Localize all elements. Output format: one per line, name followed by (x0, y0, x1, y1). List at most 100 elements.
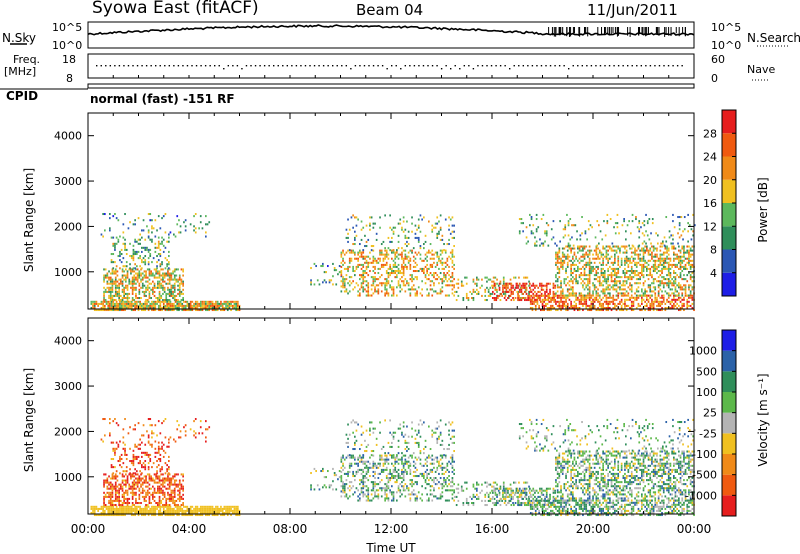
power-cell (662, 267, 665, 270)
power-cell (625, 230, 627, 233)
power-cell (649, 259, 652, 262)
power-cell (535, 244, 538, 247)
power-cell (682, 238, 684, 241)
power-cell (153, 284, 156, 287)
velocity-cell (140, 473, 142, 476)
velocity-cell (139, 509, 141, 512)
power-cell (152, 304, 155, 307)
power-cell (498, 294, 501, 297)
velocity-cell (125, 466, 128, 469)
power-cell (561, 290, 564, 293)
freq-dot (363, 65, 366, 67)
power-cell (602, 292, 604, 295)
velocity-cell (134, 468, 136, 471)
power-cell (565, 267, 567, 270)
power-cell (637, 257, 640, 260)
power-cell (582, 274, 584, 277)
power-cell (492, 297, 494, 300)
power-cell (384, 257, 386, 260)
power-cell (494, 286, 497, 289)
power-cell (138, 272, 141, 275)
freq-dot (100, 65, 102, 67)
power-cell (558, 272, 561, 275)
velocity-cell (103, 499, 105, 502)
power-cell (233, 300, 236, 303)
power-cell (654, 286, 657, 289)
power-cell (476, 282, 478, 285)
colorbar-tick-label: 28 (703, 127, 717, 140)
velocity-cell (118, 489, 120, 492)
power-cell (380, 274, 383, 277)
power-cell (669, 274, 672, 277)
power-cell (426, 294, 428, 297)
velocity-cell (150, 502, 152, 505)
power-cell (448, 255, 450, 258)
power-cell (560, 280, 562, 283)
power-cell (578, 247, 581, 250)
power-cell (629, 282, 631, 285)
power-cell (679, 261, 682, 264)
power-cell (619, 282, 621, 285)
power-cell (129, 304, 131, 307)
power-cell (145, 270, 147, 273)
velocity-cell (109, 504, 112, 507)
power-cell (590, 261, 593, 264)
power-cell (144, 248, 147, 251)
power-cell (627, 292, 630, 295)
power-cell (617, 292, 620, 295)
power-cell (123, 294, 125, 297)
power-cell (342, 263, 344, 266)
power-cell (556, 284, 559, 287)
power-cell (146, 284, 149, 287)
power-cell (630, 247, 633, 250)
velocity-cell (237, 512, 239, 515)
velocity-cell (147, 440, 150, 443)
power-cell (161, 307, 163, 310)
velocity-cell (109, 509, 111, 512)
velocity-cell (155, 481, 157, 484)
power-cell (145, 280, 147, 283)
power-cell (126, 294, 129, 297)
power-cell (426, 263, 428, 266)
power-cell (387, 272, 390, 275)
power-cell (115, 217, 118, 220)
power-cell (607, 300, 609, 303)
power-cell (674, 265, 677, 268)
power-cell (235, 300, 237, 303)
power-cell (649, 307, 652, 310)
velocity-cell (143, 495, 146, 498)
velocity-cell (104, 479, 107, 482)
velocity-cell (129, 512, 131, 515)
power-cell (139, 238, 141, 241)
power-cell (143, 290, 146, 293)
power-cell (683, 296, 685, 299)
power-cell (114, 307, 116, 310)
power-cell (137, 257, 140, 260)
power-cell (118, 290, 120, 293)
velocity-cell (149, 443, 152, 446)
power-cell (462, 284, 465, 287)
velocity-cell (158, 477, 161, 480)
velocity-cell (120, 512, 123, 515)
power-cell (602, 302, 604, 305)
power-cell (575, 302, 577, 305)
power-cell (661, 302, 663, 305)
velocity-cell (131, 491, 134, 494)
power-cell (509, 294, 512, 297)
power-cell (678, 282, 680, 285)
velocity-cell (93, 505, 96, 508)
velocity-cell (114, 509, 116, 512)
power-cell (605, 280, 608, 283)
velocity-cell (151, 512, 153, 515)
power-cell (602, 261, 604, 264)
power-cell (391, 270, 393, 273)
velocity-cell (161, 466, 163, 469)
velocity-cell (206, 505, 209, 508)
power-cell (558, 294, 561, 297)
power-cell (147, 231, 150, 234)
power-cell (128, 278, 131, 281)
power-cell (342, 284, 344, 287)
power-cell (499, 282, 502, 285)
power-cell (160, 294, 163, 297)
